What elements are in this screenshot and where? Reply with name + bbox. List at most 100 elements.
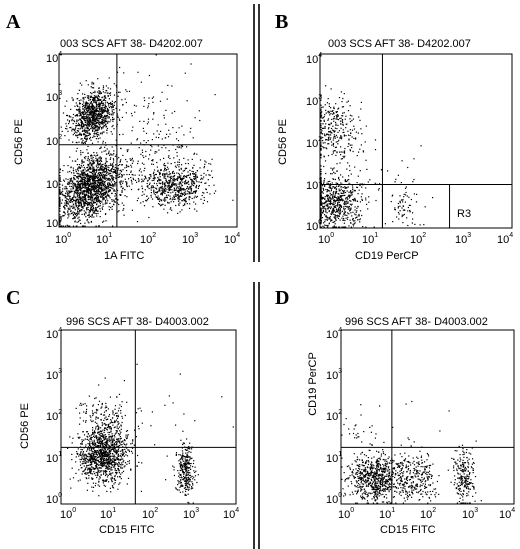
panel-a-event-dot (99, 108, 101, 110)
panel-a-event-dot (186, 183, 188, 185)
panel-a-event-dot (112, 112, 114, 114)
panel-c-event-dot (90, 457, 92, 460)
panel-a-event-dot (63, 206, 65, 208)
panel-a-event-dot (165, 177, 167, 179)
panel-a-event-dot (86, 124, 88, 127)
panel-a-event-dot (82, 174, 84, 177)
panel-a-event-dot (91, 87, 93, 89)
panel-a-event-dot (82, 151, 84, 154)
panel-a-event-dot (112, 178, 114, 180)
panel-b-event-dot (343, 151, 346, 153)
panel-a-event-dot (79, 183, 81, 186)
panel-a-event-dot (111, 192, 113, 194)
panel-a-event-dot (163, 117, 165, 119)
panel-a-event-dot (69, 225, 71, 227)
panel-a-event-dot (99, 200, 101, 202)
panel-a-event-dot (86, 174, 88, 176)
panel-c-event-dot (105, 441, 107, 443)
panel-a-event-dot (96, 185, 98, 187)
panel-a-event-dot (168, 185, 170, 187)
panel-a-event-dot (189, 192, 191, 194)
panel-b-event-dot (320, 207, 322, 209)
panel-c-event-dot (80, 443, 82, 445)
panel-c-event-dot (122, 454, 124, 456)
panel-b-event-dot (320, 131, 322, 133)
panel-a-event-dot (64, 188, 66, 190)
panel-b-x-tick-label: 103 (455, 232, 471, 246)
panel-a-event-dot (107, 102, 109, 104)
panel-a-event-dot (96, 170, 98, 172)
panel-a-event-dot (203, 199, 205, 201)
panel-b-event-dot (320, 95, 322, 97)
panel-a-event-dot (96, 134, 98, 136)
panel-a-event-dot (186, 193, 188, 195)
panel-a-event-dot (73, 187, 75, 189)
panel-a-event-dot (105, 106, 107, 108)
panel-a-event-dot (63, 194, 65, 197)
panel-a-event-dot (109, 190, 111, 192)
panel-a-event-dot (86, 135, 88, 137)
panel-a-event-dot (69, 181, 71, 183)
panel-a-event-dot (82, 186, 84, 188)
panel-b-event-dot (333, 112, 335, 114)
panel-a-event-dot (87, 181, 89, 183)
panel-b-event-dot (330, 110, 332, 112)
panel-a-event-dot (172, 127, 174, 129)
panel-b-event-dot (320, 200, 322, 202)
panel-a-event-dot (164, 183, 166, 185)
panel-a-event-dot (173, 172, 175, 174)
panel-a-event-dot (108, 152, 110, 154)
panel-b-event-dot (333, 130, 335, 132)
panel-a-event-dot (163, 182, 165, 184)
panel-a-event-dot (161, 138, 163, 140)
panel-a-event-dot (92, 205, 94, 207)
panel-a-event-dot (110, 164, 112, 166)
panel-a-event-dot (67, 195, 69, 197)
panel-a-event-dot (91, 83, 93, 85)
panel-a-event-dot (113, 109, 115, 111)
panel-b-event-dot (330, 190, 332, 192)
panel-a-event-dot (150, 174, 152, 176)
panel-a-event-dot (99, 116, 101, 118)
panel-a-event-dot (99, 137, 101, 139)
panel-a-event-dot (110, 172, 112, 174)
panel-a-event-dot (82, 190, 84, 192)
panel-a-event-dot (76, 189, 78, 192)
panel-b-event-dot (412, 218, 414, 220)
panel-c-event-dot (111, 439, 113, 441)
panel-a-event-dot (86, 194, 88, 196)
panel-a-event-dot (59, 201, 61, 203)
panel-a-event-dot (194, 173, 196, 175)
panel-b-event-dot (327, 206, 329, 208)
panel-a-event-dot (193, 181, 195, 183)
panel-a-event-dot (84, 117, 86, 119)
panel-a-event-dot (69, 213, 71, 215)
panel-a-event-dot (105, 177, 107, 179)
panel-a-event-dot (97, 179, 99, 181)
panel-b-event-dot (339, 200, 341, 202)
panel-a-event-dot (61, 192, 63, 194)
panel-a-event-dot (119, 183, 121, 185)
panel-a-event-dot (81, 209, 83, 211)
panel-a-event-dot (81, 175, 83, 177)
panel-a-event-dot (122, 182, 124, 184)
panel-b-event-dot (332, 152, 334, 154)
panel-a-event-dot (187, 174, 189, 177)
panel-a-event-dot (101, 180, 103, 182)
panel-a-event-dot (83, 126, 85, 128)
panel-b-event-dot (352, 199, 354, 201)
panel-b-event-dot (359, 148, 361, 150)
panel-b-event-dot (410, 198, 412, 201)
panel-c-event-dot (100, 462, 103, 464)
panel-a-event-dot (125, 89, 127, 91)
panel-a-event-dot (75, 169, 77, 171)
panel-b-event-dot (328, 186, 330, 188)
panel-b-event-dot (330, 220, 332, 222)
panel-a-event-dot (99, 187, 101, 189)
panel-c-event-dot (83, 470, 85, 472)
panel-a-event-dot (76, 147, 78, 149)
panel-a-event-dot (88, 121, 90, 124)
panel-b-event-dot (333, 120, 335, 122)
panel-a-event-dot (106, 101, 108, 103)
panel-a-event-dot (94, 193, 96, 196)
